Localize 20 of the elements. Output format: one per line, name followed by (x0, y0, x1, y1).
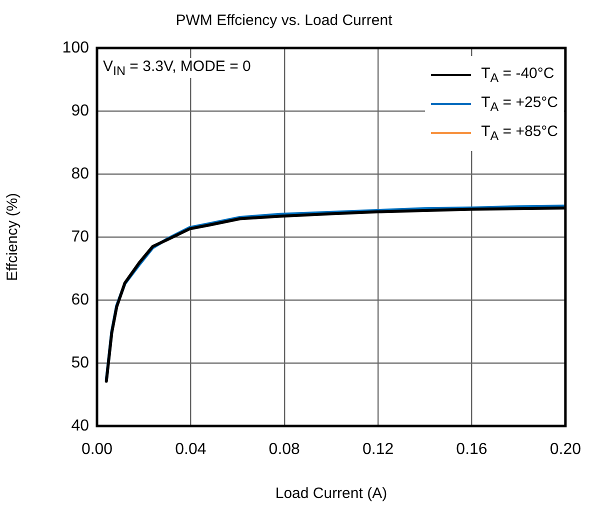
legend-label: T$_{A}$ = -40°C (481, 64, 554, 84)
legend-label: T$_{A}$ = +25°C (481, 94, 558, 114)
y-tick-label: 100 (62, 39, 90, 56)
x-tick-label: 0.20 (550, 441, 582, 458)
y-tick-label: 40 (71, 417, 90, 434)
y-axis-title: Effciency (%) (4, 192, 22, 282)
y-tick-label: 60 (71, 291, 90, 308)
x-tick-label: 0.00 (81, 441, 113, 458)
legend-label: T$_{A}$ = +85°C (481, 122, 558, 142)
y-tick-label: 80 (71, 165, 90, 182)
x-tick-label: 0.16 (456, 441, 488, 458)
x-tick-label: 0.12 (362, 441, 394, 458)
annotation: V$_{IN}$ = 3.3V, MODE = 0 (103, 58, 251, 78)
x-tick-label: 0.08 (268, 441, 300, 458)
x-tick-label: 0.04 (175, 441, 206, 458)
chart-title: PWM Effciency vs. Load Current (176, 12, 394, 30)
x-axis-title: Load Current (A) (275, 485, 388, 502)
y-tick-label: 50 (71, 354, 90, 372)
y-tick-label: 90 (71, 102, 90, 120)
y-tick-label: 70 (71, 228, 90, 246)
